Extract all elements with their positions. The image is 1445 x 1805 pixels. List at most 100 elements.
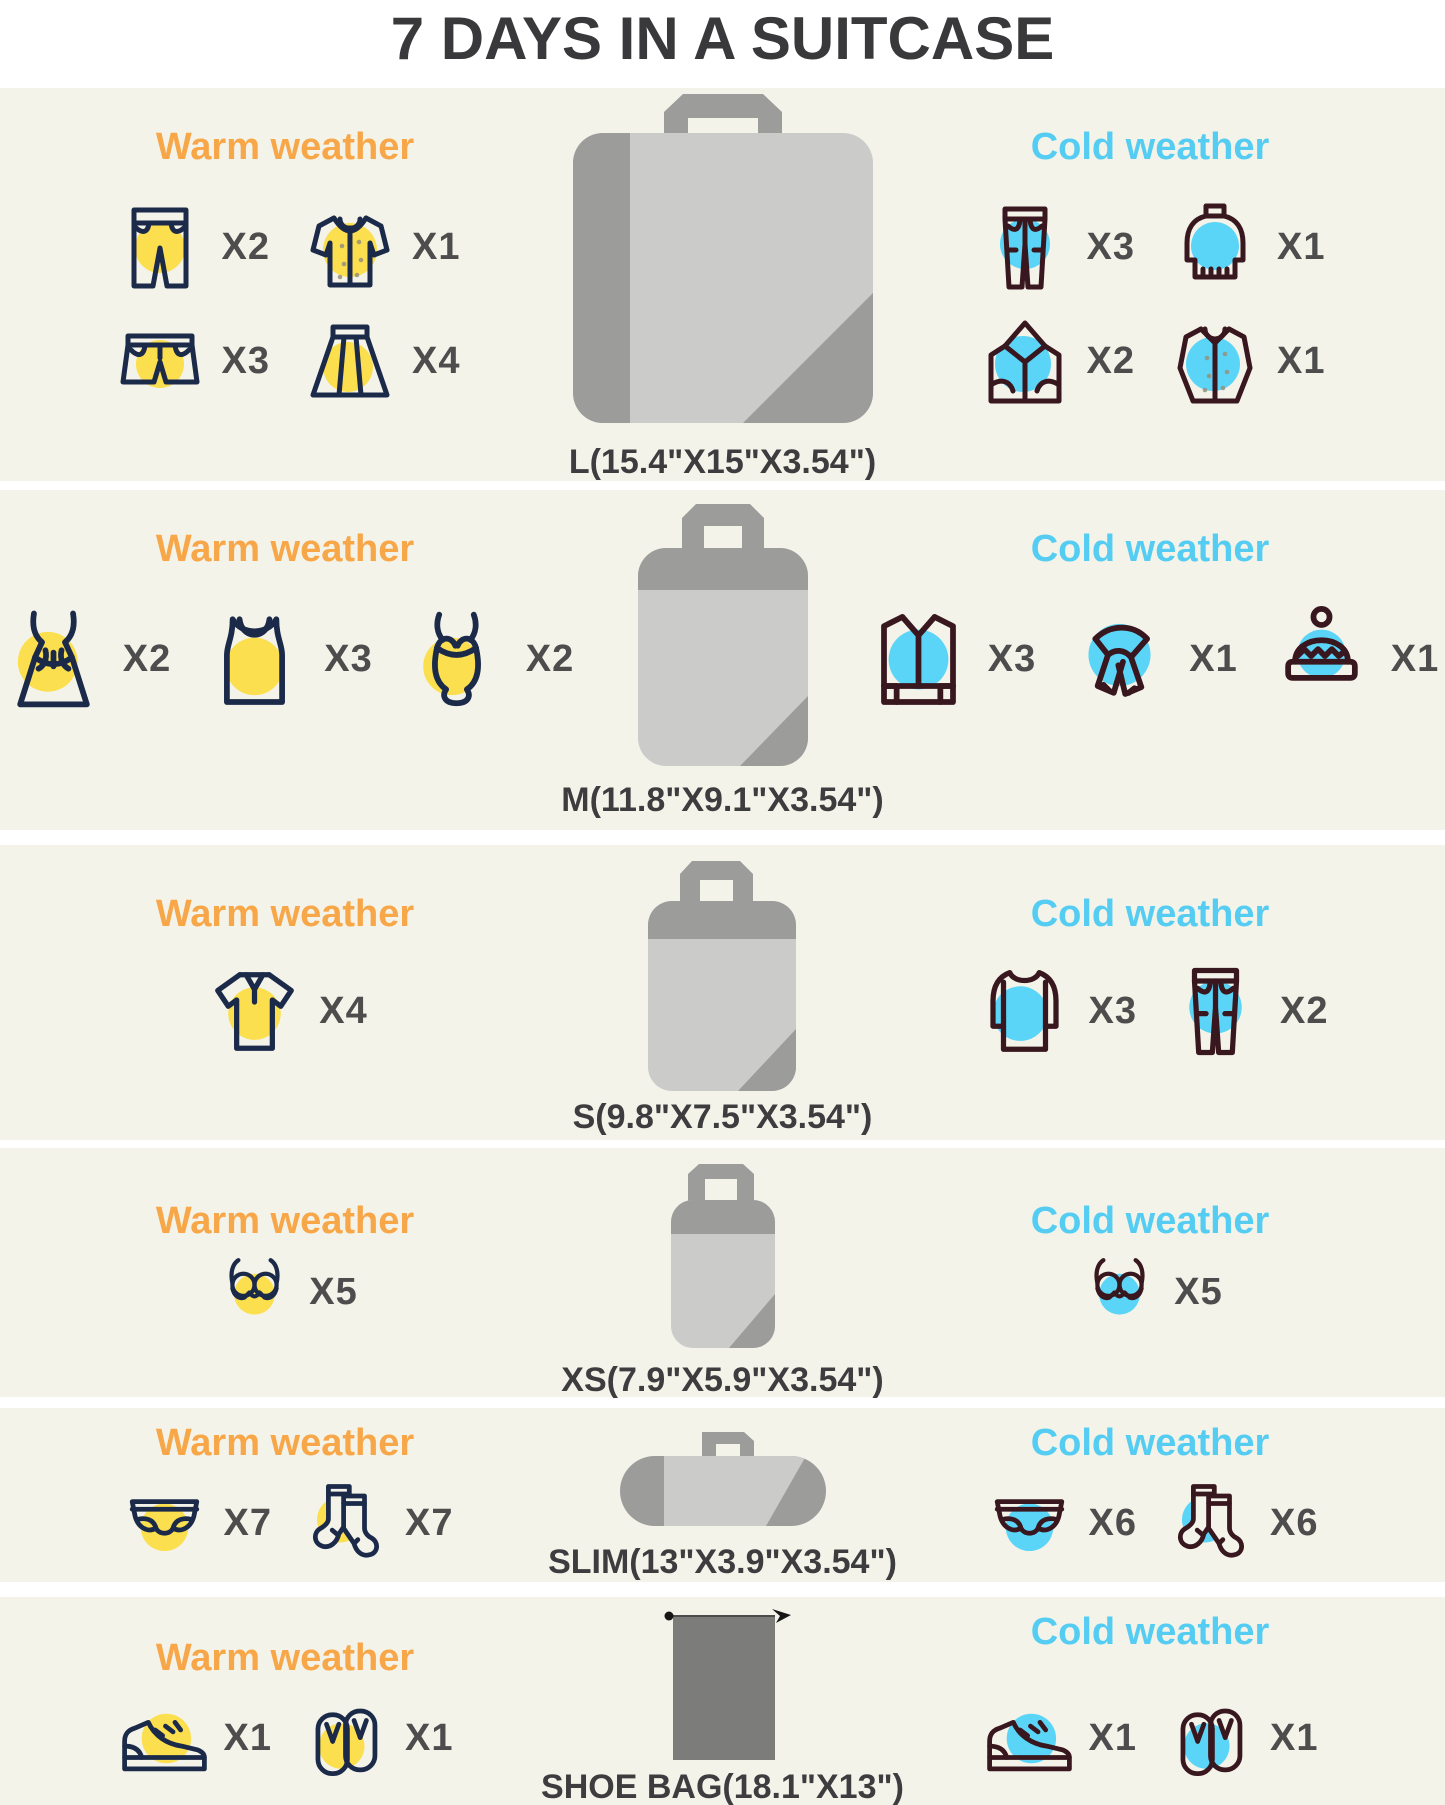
clothing-item: X5	[212, 1250, 357, 1335]
cube-column: SLIM(13"X3.9"X3.54")	[515, 1408, 930, 1579]
cold-weather-header: Cold weather	[1030, 893, 1270, 935]
warm-weather-header: Warm weather	[155, 1200, 415, 1242]
clothing-item: X3	[972, 959, 1137, 1064]
bra-icon	[1077, 1250, 1162, 1335]
cube-size-label: S(9.8"X7.5"X3.54")	[572, 1098, 873, 1136]
cold-weather-header: Cold weather	[1030, 1611, 1270, 1653]
cube-size-label: XS(7.9"X5.9"X3.54")	[561, 1361, 884, 1399]
cold-weather-zone: Cold weather X1 X1	[925, 1597, 1375, 1786]
socks-icon	[1163, 1476, 1258, 1571]
clothing-item: X2	[399, 602, 574, 717]
warm-weather-header: Warm weather	[155, 893, 415, 935]
item-count: X6	[1270, 1501, 1319, 1544]
item-count: X1	[1088, 1716, 1137, 1759]
clothing-item: X1	[300, 198, 460, 298]
warm-weather-zone: Warm weather X2 X1 X3 X4	[55, 88, 515, 412]
shorts-icon	[110, 312, 210, 412]
joggers-icon	[975, 198, 1075, 298]
warm-weather-header: Warm weather	[155, 1637, 415, 1679]
warm-items: X2 X3 X2	[0, 602, 574, 717]
cube-column: XS(7.9"X5.9"X3.54")	[515, 1148, 930, 1397]
item-count: X2	[122, 637, 172, 680]
item-count: X3	[987, 637, 1037, 680]
cube-size-label: L(15.4"X15"X3.54")	[568, 443, 877, 481]
warm-items: X2 X1 X3 X4	[110, 198, 461, 412]
cube-column: S(9.8"X7.5"X3.54")	[515, 845, 930, 1134]
warm-weather-header: Warm weather	[155, 528, 415, 570]
packing-cube-graphic	[628, 500, 818, 775]
cold-weather-header: Cold weather	[1030, 528, 1270, 570]
item-count: X3	[1088, 989, 1137, 1032]
warm-weather-zone: Warm weather X7 X7	[55, 1408, 515, 1571]
dress-icon	[0, 602, 111, 717]
cube-column: SHOE BAG(18.1"X13")	[515, 1597, 930, 1804]
clothing-item: X1	[982, 1691, 1137, 1786]
pants-icon	[110, 198, 210, 298]
cube-column: M(11.8"X9.1"X3.54")	[515, 490, 930, 817]
packing-cube-graphic	[618, 1430, 828, 1533]
sneaker-icon	[117, 1691, 212, 1786]
item-count: X1	[223, 1716, 272, 1759]
shoe-bag-graphic	[653, 1608, 793, 1765]
item-count: X1	[1390, 637, 1440, 680]
flip-flops-icon	[298, 1691, 393, 1786]
cube-size-label: M(11.8"X9.1"X3.54")	[561, 781, 884, 819]
clothing-item: X3	[975, 198, 1135, 298]
turtleneck-sweater-icon	[1165, 198, 1265, 298]
item-count: X7	[405, 1501, 454, 1544]
cold-weather-zone: Cold weather X6 X6	[925, 1408, 1375, 1571]
warm-weather-zone: Warm weather X5	[55, 1148, 515, 1335]
item-count: X1	[1270, 1716, 1319, 1759]
clothing-item: X1	[298, 1691, 453, 1786]
packing-cube-graphic	[558, 88, 888, 443]
tank-top-icon	[197, 602, 312, 717]
cold-weather-zone: Cold weather X3 X1 X1	[880, 490, 1438, 717]
item-count: X4	[412, 340, 461, 383]
packing-cube-graphic	[663, 1162, 783, 1355]
warm-items: X5	[212, 1250, 357, 1335]
clothing-item: X2	[110, 198, 270, 298]
cold-items: X3 X1 X2 X1	[975, 198, 1326, 412]
cold-weather-header: Cold weather	[1030, 126, 1270, 168]
button-shirt-icon	[1165, 312, 1265, 412]
cold-weather-zone: Cold weather X5	[925, 1148, 1375, 1335]
polo-shirt-icon	[202, 959, 307, 1064]
clothing-item: X6	[982, 1476, 1137, 1571]
page-title: 7 DAYS IN A SUITCASE	[390, 5, 1055, 72]
swimsuit-icon	[399, 602, 514, 717]
warm-items: X1 X1	[117, 1691, 454, 1786]
row-l: Warm weather X2 X1 X3 X4 L(15.4"X15"X3.54") Co…	[0, 88, 1445, 481]
item-count: X1	[412, 226, 461, 269]
item-count: X3	[1086, 226, 1135, 269]
cold-items: X1 X1	[982, 1691, 1319, 1786]
packing-cube-graphic	[640, 857, 805, 1100]
clothing-item: X1	[1165, 312, 1325, 412]
scarf-icon	[1062, 602, 1177, 717]
clothing-item: X4	[202, 959, 367, 1064]
item-count: X2	[1086, 340, 1135, 383]
cube-column: L(15.4"X15"X3.54")	[515, 88, 930, 479]
item-count: X2	[221, 226, 270, 269]
sneaker-icon	[982, 1691, 1077, 1786]
row-slim: Warm weather X7 X7 SLIM(13"X3.9"X3.54") Cold…	[0, 1408, 1445, 1582]
cold-weather-header: Cold weather	[1030, 1200, 1270, 1242]
clothing-item: X1	[1264, 602, 1439, 717]
long-sleeve-top-icon	[972, 959, 1077, 1064]
item-count: X4	[319, 989, 368, 1032]
clothing-item: X7	[117, 1476, 272, 1571]
row-s: Warm weather X4 S(9.8"X7.5"X3.54") Cold wea…	[0, 845, 1445, 1140]
beanie-icon	[1264, 602, 1379, 717]
clothing-item: X1	[1165, 198, 1325, 298]
cold-weather-header: Cold weather	[1030, 1422, 1270, 1464]
clothing-item: X1	[117, 1691, 272, 1786]
warm-weather-zone: Warm weather X1 X1	[55, 1597, 515, 1786]
clothing-item: X6	[1163, 1476, 1318, 1571]
socks-icon	[298, 1476, 393, 1571]
cold-weather-zone: Cold weather X3 X2	[925, 845, 1375, 1064]
clothing-item: X5	[1077, 1250, 1222, 1335]
item-count: X2	[1280, 989, 1329, 1032]
flip-flops-icon	[1163, 1691, 1258, 1786]
item-count: X3	[221, 340, 270, 383]
item-count: X5	[1174, 1270, 1223, 1313]
